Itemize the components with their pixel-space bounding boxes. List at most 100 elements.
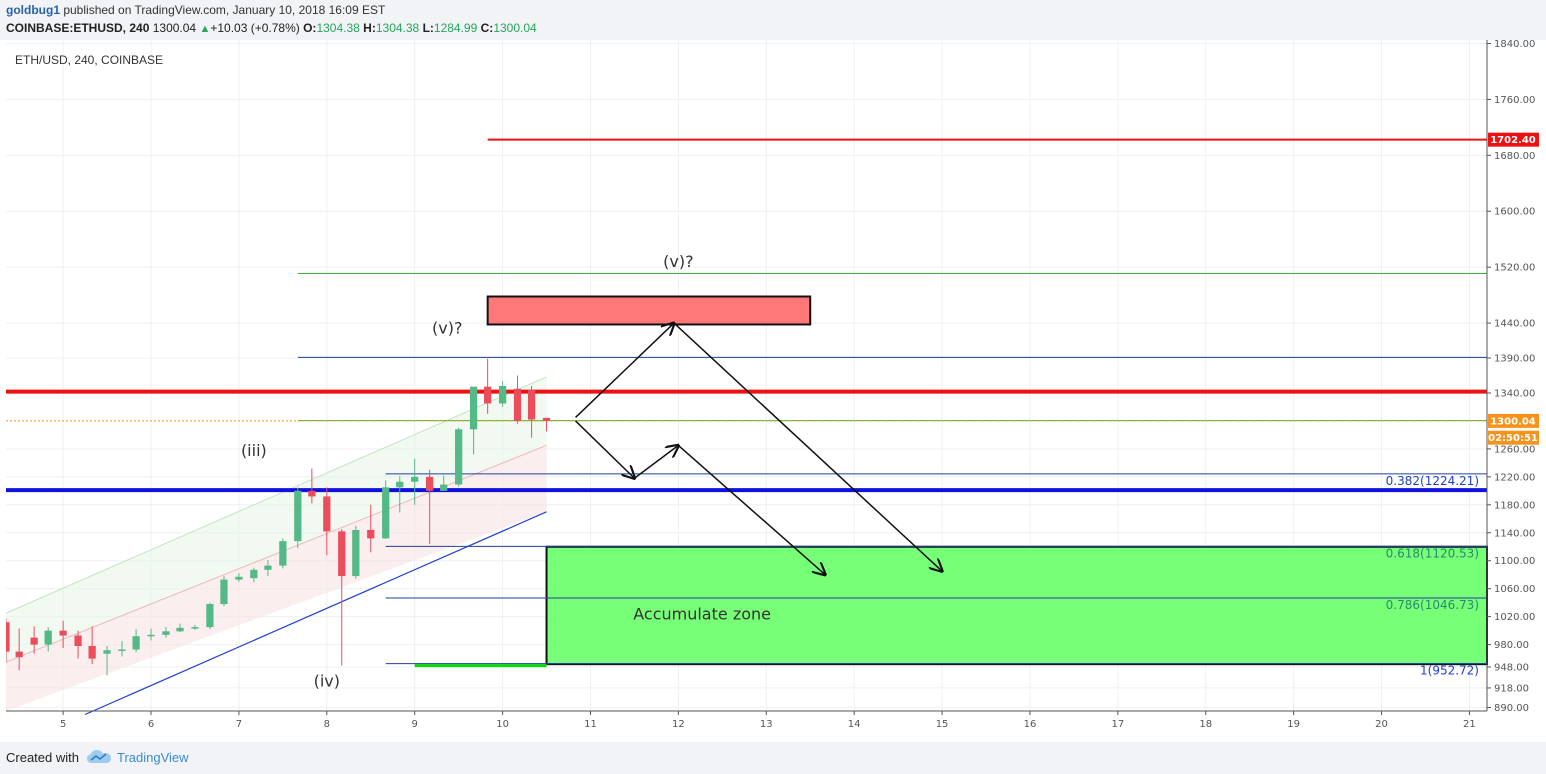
y-tick-label: 948.00 — [1494, 662, 1529, 673]
high-value: 1304.38 — [375, 21, 420, 35]
close-label: C: — [480, 21, 494, 35]
y-tick-label: 1260.00 — [1494, 444, 1535, 455]
candle-body — [527, 389, 536, 420]
candle-body — [469, 386, 478, 430]
candle-body — [6, 622, 10, 652]
candle-body — [235, 576, 243, 580]
chart-title: ETH/USD, 240, COINBASE — [15, 53, 163, 67]
low-value: 1284.99 — [433, 21, 478, 35]
wave-label: (iii) — [241, 441, 267, 460]
footer: Created with TradingView — [0, 742, 1546, 774]
y-tick-label: 1220.00 — [1494, 472, 1535, 483]
low-label: L: — [422, 21, 434, 35]
y-tick-label: 1180.00 — [1494, 500, 1535, 511]
projection-arrow — [575, 323, 674, 418]
candle-body — [220, 579, 228, 605]
candle-body — [308, 490, 316, 497]
y-tick-label: 1020.00 — [1494, 612, 1535, 623]
candle-body — [323, 496, 331, 532]
projection-arrow — [677, 444, 825, 574]
x-tick-label: 5 — [60, 719, 66, 730]
tradingview-cloud-icon — [87, 750, 111, 763]
x-tick-label: 12 — [672, 719, 685, 730]
candle-body — [513, 388, 522, 421]
price-tag-label: 1702.40 — [1490, 135, 1536, 146]
x-tick-label: 9 — [412, 719, 418, 730]
projection-arrow — [633, 445, 678, 479]
candle-body — [103, 650, 111, 654]
x-tick-label: 18 — [1199, 719, 1212, 730]
created-with-text: Created with — [6, 750, 79, 765]
candle-body — [411, 476, 419, 482]
candle-body — [30, 637, 38, 645]
candle-body — [279, 541, 287, 566]
price-tag-label: 02:50:51 — [1488, 433, 1538, 444]
y-tick-label: 1680.00 — [1494, 151, 1535, 162]
channel-upper-line — [6, 376, 547, 614]
close-value: 1300.04 — [493, 21, 537, 35]
candle-body — [426, 476, 434, 491]
x-tick-label: 15 — [936, 719, 949, 730]
y-tick-label: 1440.00 — [1494, 319, 1535, 330]
wave-label: (v)? — [663, 252, 693, 271]
candle-body — [15, 651, 23, 658]
open-value: 1304.38 — [316, 21, 360, 35]
x-tick-label: 8 — [324, 719, 330, 730]
candle-body — [59, 630, 67, 636]
candle-body — [264, 565, 272, 570]
fib-label: 0.618(1120.53) — [1386, 546, 1479, 560]
candle-body — [396, 481, 404, 488]
candle-body — [294, 490, 302, 542]
wave-label: Accumulate zone — [633, 604, 771, 623]
candle-body — [440, 484, 448, 491]
candle-body — [162, 631, 170, 635]
channel-upper-band — [6, 376, 547, 663]
x-tick-label: 13 — [760, 719, 773, 730]
author-link[interactable]: goldbug1 — [6, 3, 60, 17]
price-tag-box — [1488, 413, 1539, 428]
candle-body — [132, 636, 140, 650]
trend-channel — [6, 376, 547, 716]
wave-labels: 0.382(1224.21) 0.618(1120.53) 0.786(1046.7… — [241, 252, 1479, 690]
publish-text: published on TradingView.com, January 10… — [60, 3, 386, 17]
last-price: 1300.04 — [152, 21, 197, 35]
candle-body — [74, 635, 82, 646]
high-label: H: — [363, 21, 376, 35]
x-tick-label: 14 — [848, 719, 861, 730]
chart-header: goldbug1 published on TradingView.com, J… — [0, 0, 1546, 40]
candle-body — [498, 385, 507, 404]
y-tick-label: 918.00 — [1494, 683, 1529, 694]
candle-body — [147, 634, 155, 637]
candle-body — [367, 529, 375, 539]
x-tick-label: 17 — [1111, 719, 1124, 730]
candle-body — [382, 487, 390, 539]
candle-body — [176, 627, 184, 632]
channel-lower-band — [6, 445, 547, 711]
price-tag-box — [1488, 430, 1539, 445]
projection-arrow — [673, 322, 942, 571]
up-triangle-icon: ▲ — [199, 23, 211, 35]
target-zone — [486, 295, 812, 326]
symbol-label: COINBASE:ETHUSD, 240 — [6, 21, 150, 35]
publish-info: goldbug1 published on TradingView.com, J… — [6, 3, 385, 17]
price-chart[interactable]: 0.382(1224.21) 0.618(1120.53) 0.786(1046.7… — [6, 40, 1546, 742]
y-tick-label: 1840.00 — [1494, 40, 1535, 50]
open-label: O: — [303, 21, 317, 35]
y-tick-label: 1140.00 — [1494, 528, 1535, 539]
change-value: +10.03 (+0.78%) — [210, 21, 300, 35]
fib-label: 0.382(1224.21) — [1386, 474, 1479, 488]
x-tick-label: 16 — [1024, 719, 1037, 730]
y-tick-label: 1600.00 — [1494, 207, 1535, 218]
y-tick-label: 1760.00 — [1494, 95, 1535, 106]
candle-body — [542, 417, 551, 421]
x-tick-label: 21 — [1463, 719, 1476, 730]
wave-label: (iv) — [314, 672, 340, 691]
x-tick-label: 11 — [584, 719, 597, 730]
horizontal-lines — [6, 138, 1487, 668]
wave-label: (v)? — [432, 319, 462, 338]
projection-arrow — [575, 420, 635, 478]
tradingview-brand-link[interactable]: TradingView — [117, 750, 189, 765]
candle-body — [191, 627, 199, 629]
y-tick-label: 1060.00 — [1494, 584, 1535, 595]
x-tick-label: 20 — [1375, 719, 1388, 730]
